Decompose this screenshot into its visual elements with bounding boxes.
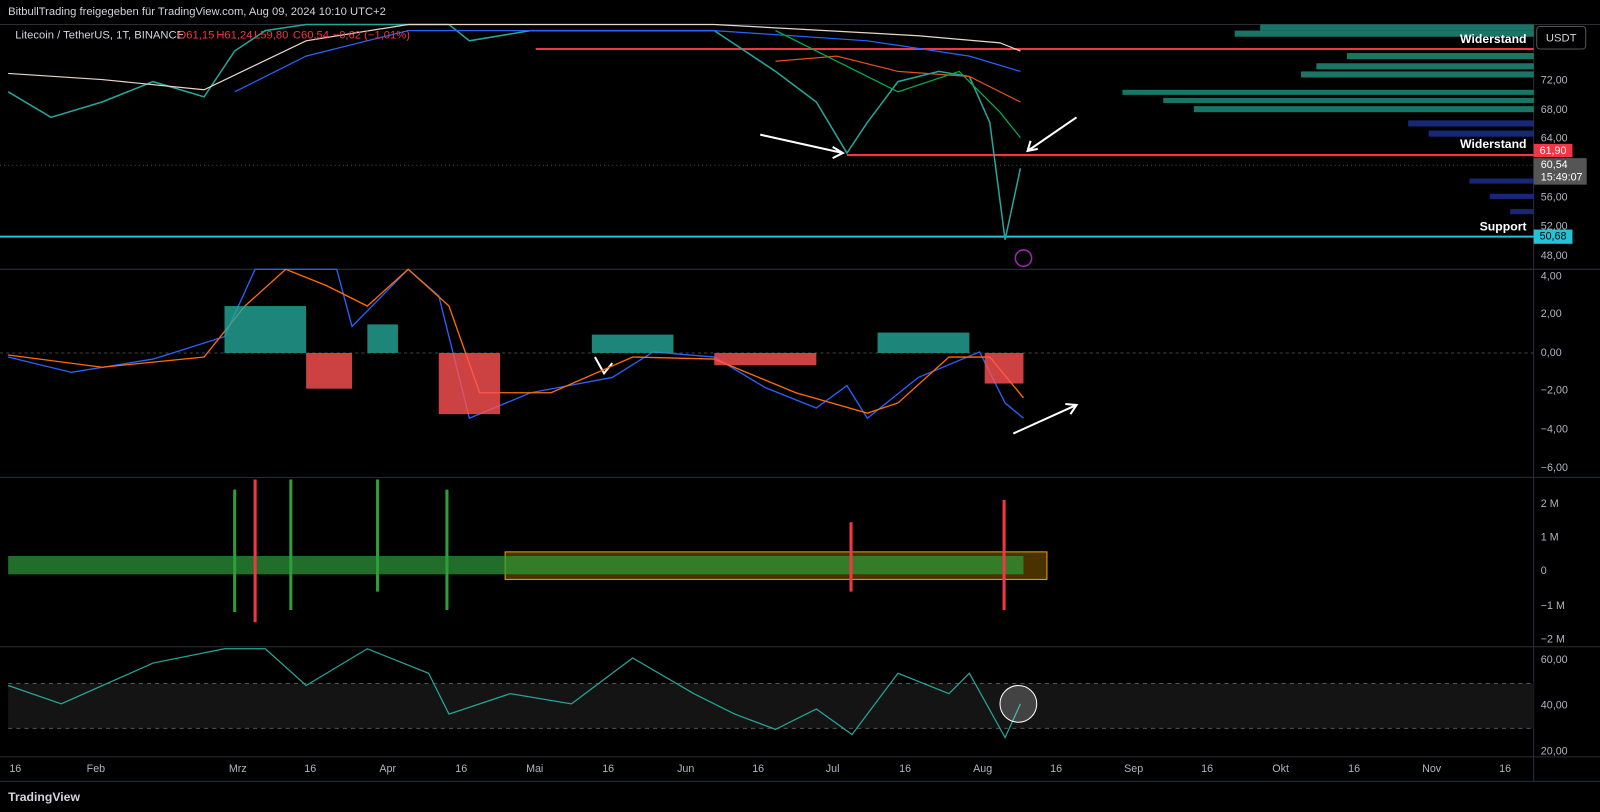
ohlc-high: H61,24 [216, 30, 252, 42]
annotation: Support [1480, 220, 1527, 234]
time-axis-label: 16 [1201, 763, 1213, 775]
ohlc-close: C60,54 [293, 30, 329, 42]
badge-support-text: 50,68 [1540, 230, 1567, 242]
time-axis-label: 16 [9, 763, 21, 775]
price-axis-label: 48,00 [1541, 250, 1568, 262]
time-axis-label: 16 [1348, 763, 1360, 775]
time-axis-label: Sep [1124, 763, 1143, 775]
event-icon [1014, 249, 1033, 268]
badge-resistance [1533, 143, 1573, 158]
macd-line [8, 268, 1024, 420]
time-axis-label: Aug [973, 763, 992, 775]
symbol: Litecoin / TetherUS, 1T, BINANCE [15, 30, 184, 42]
volume-band [8, 555, 1024, 575]
volume-axis-label: 2 M [1541, 498, 1559, 510]
time-axis-label: Jun [677, 763, 694, 775]
annotation: Widerstand [1460, 137, 1527, 151]
volume-profile-lower [1408, 120, 1534, 215]
rsi-axis-label: 60,00 [1541, 654, 1568, 666]
macd-axis-label: 2,00 [1541, 308, 1562, 320]
currency[interactable]: USDT [1546, 33, 1577, 45]
moving-average [775, 30, 1021, 139]
currency-button[interactable] [1536, 26, 1587, 50]
time-axis-label: Mrz [229, 763, 247, 775]
ohlc-change: −0,62 (−1,01%) [333, 30, 411, 42]
rsi-axis-label: 40,00 [1541, 700, 1568, 712]
volume-profile [1122, 24, 1534, 113]
time-axis-label: Jul [826, 763, 840, 775]
price-axis-label: 72,00 [1541, 74, 1568, 86]
time-axis-label: 16 [1050, 763, 1062, 775]
time-axis-label: 16 [899, 763, 911, 775]
moving-average [234, 29, 1021, 93]
volume-axis-label: 0 [1541, 565, 1547, 577]
header-title: BitbullTrading freigegeben für TradingVi… [8, 6, 386, 18]
annotation: Widerstand [1460, 32, 1527, 46]
highlight-circle [999, 684, 1038, 723]
price-axis-label: 56,00 [1541, 192, 1568, 204]
badge-resistance-text: 61,90 [1540, 145, 1567, 157]
ohlc-low: L59,80 [254, 30, 288, 42]
macd-axis-label: 0,00 [1541, 347, 1562, 359]
volume-axis-label: 1 M [1541, 531, 1559, 543]
rsi-line [7, 648, 1021, 739]
volume-spikes [233, 479, 1006, 623]
time-axis-label: Okt [1272, 763, 1289, 775]
time-axis-label: 16 [752, 763, 764, 775]
moving-average [775, 55, 1021, 103]
macd-axis-label: 4,00 [1541, 270, 1562, 282]
time-axis-label: 16 [455, 763, 467, 775]
badge-last-text: 60,54 [1541, 159, 1568, 171]
macd-axis-label: −2,00 [1541, 385, 1568, 397]
macd-histogram [224, 306, 1024, 415]
ohlc-open: O61,15 [178, 30, 215, 42]
price-axis-label: 52,00 [1541, 220, 1568, 232]
price-axis-label: 64,00 [1541, 133, 1568, 145]
volume-axis-label: −2 M [1541, 633, 1565, 645]
badge-last [1533, 158, 1587, 185]
time-axis-label: Mai [526, 763, 543, 775]
time-axis-label: 16 [602, 763, 614, 775]
time-axis-label: Nov [1422, 763, 1442, 775]
time-axis-label: 16 [1499, 763, 1511, 775]
time-axis-label: 16 [304, 763, 316, 775]
time-axis-label: Feb [87, 763, 105, 775]
badge-support [1533, 229, 1573, 244]
time-axis-label: Apr [379, 763, 396, 775]
rsi-band [8, 683, 1534, 729]
volume-axis-label: −1 M [1541, 600, 1565, 612]
price-axis-label: 68,00 [1541, 104, 1568, 116]
footer-brand: TradingView [8, 790, 80, 804]
badge-countdown: 15:49:07 [1541, 171, 1583, 183]
macd-axis-label: −4,00 [1541, 423, 1568, 435]
rsi-axis-label: 20,00 [1541, 746, 1568, 758]
moving-average [8, 23, 1021, 91]
macd-axis-label: −6,00 [1541, 462, 1568, 474]
